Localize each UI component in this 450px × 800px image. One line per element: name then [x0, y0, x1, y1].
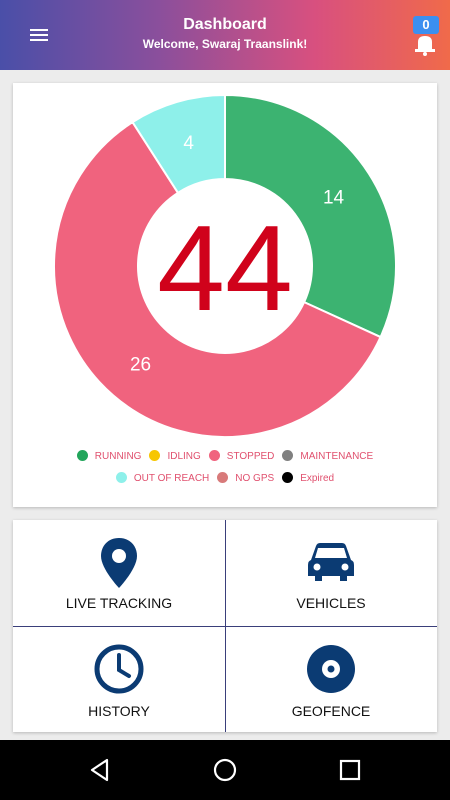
recents-icon[interactable]: [335, 755, 365, 785]
slice-label-stopped: 26: [130, 354, 151, 375]
legend-item-maintenance[interactable]: MAINTENANCE: [282, 450, 373, 462]
bell-icon: [415, 36, 435, 56]
app-bar: Dashboard Welcome, Swaraj Traanslink! 0: [0, 0, 450, 70]
home-icon[interactable]: [210, 755, 240, 785]
slice-out-of-reach[interactable]: [131, 93, 226, 195]
slice-label-out-of-reach: 4: [183, 133, 194, 154]
legend-label: STOPPED: [226, 451, 275, 462]
legend-label: OUT OF REACH: [133, 473, 210, 484]
legend-label: NO GPS: [235, 473, 275, 484]
legend-item-expired[interactable]: Expired: [282, 472, 334, 484]
legend-dot: [115, 472, 127, 483]
clock-icon: [94, 644, 144, 694]
disc-icon: [307, 645, 355, 693]
legend-item-no-gps[interactable]: NO GPS: [217, 472, 274, 484]
live-tracking-label: LIVE TRACKING: [65, 595, 173, 611]
legend-dot: [76, 450, 88, 461]
total-vehicles-count: 44: [157, 200, 293, 336]
legend-dot: [282, 472, 294, 483]
legend-dot: [149, 450, 161, 461]
slice-running[interactable]: [224, 93, 397, 339]
grid-divider-horizontal: [13, 626, 437, 627]
legend-row: OUT OF REACH NO GPS Expired: [13, 472, 437, 484]
live-tracking-tile[interactable]: LIVE TRACKING: [13, 520, 225, 626]
legend-item-running[interactable]: RUNNING: [76, 450, 142, 462]
vehicles-tile[interactable]: VEHICLES: [225, 520, 437, 626]
back-icon[interactable]: [85, 755, 115, 785]
notifications-button[interactable]: 0: [410, 16, 440, 56]
legend-label: MAINTENANCE: [300, 451, 374, 462]
location-pin-icon: [101, 538, 137, 588]
menu-icon[interactable]: [26, 24, 52, 46]
system-navigation-bar: [0, 740, 450, 800]
slice-stopped[interactable]: [53, 120, 382, 438]
slice-label-running: 14: [323, 187, 345, 208]
notification-badge: 0: [413, 16, 439, 34]
page-title: Dashboard: [183, 16, 267, 33]
legend-item-idling[interactable]: IDLING: [149, 450, 201, 462]
menu-grid: LIVE TRACKING VEHICLES HISTORY GEOFENCE: [13, 520, 437, 732]
geofence-label: GEOFENCE: [291, 703, 371, 719]
legend-label: RUNNING: [94, 451, 142, 462]
history-label: HISTORY: [88, 703, 150, 719]
legend-label: IDLING: [167, 451, 201, 462]
geofence-tile[interactable]: GEOFENCE: [225, 626, 437, 732]
welcome-subtitle: Welcome, Swaraj Traanslink!: [142, 37, 308, 51]
car-icon: [308, 543, 354, 581]
legend-dot: [282, 450, 294, 461]
legend-dot: [208, 450, 220, 461]
legend-item-out-of-reach[interactable]: OUT OF REACH: [115, 472, 210, 484]
legend-label: Expired: [300, 473, 335, 484]
legend-dot: [217, 472, 229, 483]
legend-row: RUNNING IDLING STOPPED MAINTENANCE: [13, 450, 437, 462]
history-tile[interactable]: HISTORY: [13, 626, 225, 732]
vehicles-label: VEHICLES: [296, 595, 366, 611]
vehicle-status-chart-card: 14 26 4 44 RUNNING IDLING STOPPED MAINTENANCE O…: [13, 83, 437, 507]
legend-item-stopped[interactable]: STOPPED: [208, 450, 275, 462]
